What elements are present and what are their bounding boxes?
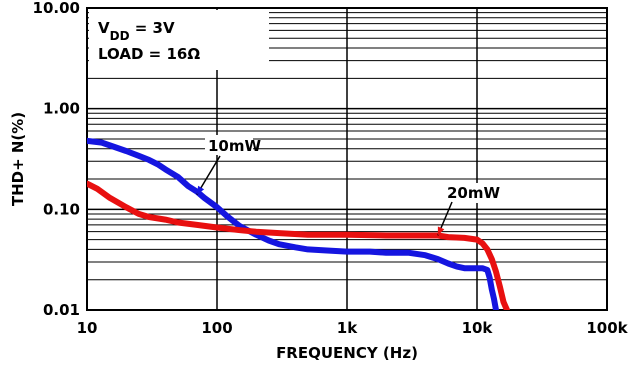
conditions-box	[89, 10, 269, 70]
y-tick-label: 1.00	[43, 100, 80, 118]
annotation-20mw-bg	[444, 183, 492, 203]
vdd-subscript: DD	[110, 29, 130, 43]
x-tick-label: 1k	[337, 319, 358, 337]
arrowhead-20mw	[437, 226, 445, 236]
y-tick-label: 10.00	[33, 0, 80, 17]
arrowhead-10mw	[196, 185, 205, 195]
annotation-10mw: 10mW	[208, 137, 262, 155]
series-line-20mw	[87, 180, 510, 310]
y-axis-title: THD+ N(%)	[9, 112, 27, 206]
x-tick-label: 100k	[586, 319, 628, 337]
x-axis-title: FREQUENCY (Hz)	[276, 344, 418, 362]
x-tick-label: 10	[77, 319, 98, 337]
x-tick-label: 100	[201, 319, 232, 337]
y-tick-label: 0.01	[43, 301, 80, 319]
x-tick-label: 10k	[462, 319, 494, 337]
vdd-value: = 3V	[130, 19, 175, 37]
y-tick-labels: 0.01 0.10 1.00 10.00	[33, 0, 80, 319]
series-layer	[87, 137, 510, 310]
vdd-label: VDD = 3V	[98, 19, 175, 43]
series-line-10mw	[87, 137, 499, 310]
annotation-10mw-bg	[205, 135, 253, 155]
x-tick-labels: 10 100 1k 10k 100k	[77, 319, 629, 337]
y-tick-label: 0.10	[43, 200, 80, 218]
load-label: LOAD = 16Ω	[98, 45, 200, 63]
vdd-prefix: V	[98, 19, 110, 37]
plot-frame	[86, 7, 608, 311]
annotation-20mw: 20mW	[447, 184, 501, 202]
